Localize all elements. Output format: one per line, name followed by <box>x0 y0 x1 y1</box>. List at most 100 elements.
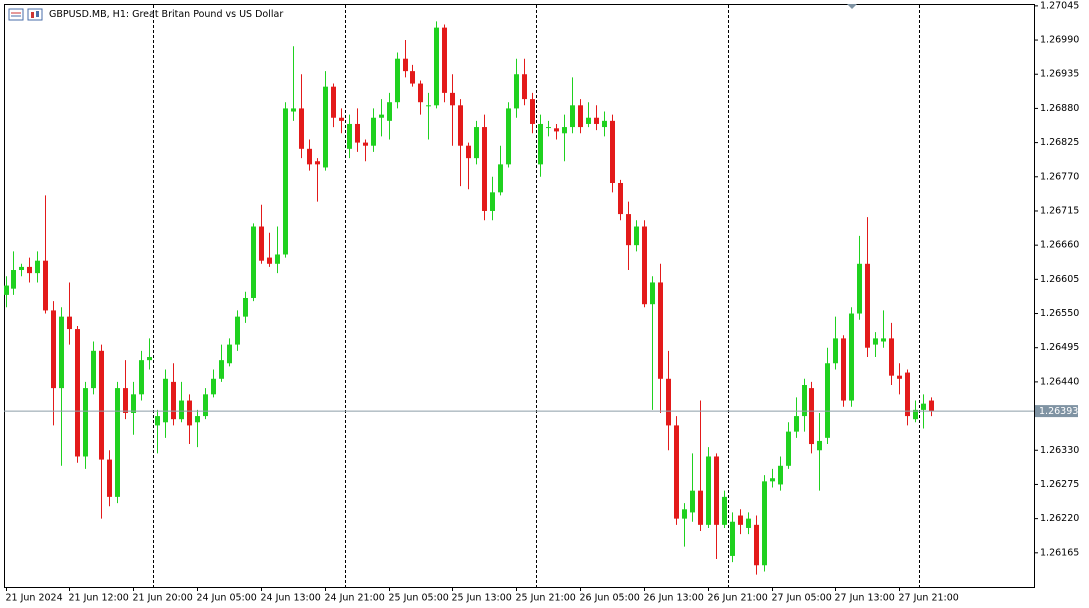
candle-body <box>450 92 455 106</box>
candle-body <box>722 496 727 525</box>
candle-body <box>905 372 910 417</box>
candle-body <box>682 509 687 519</box>
candle-body <box>379 114 384 118</box>
candle-body <box>650 282 655 305</box>
candle-body <box>163 378 168 423</box>
plot-frame <box>4 4 1035 588</box>
candle-body <box>714 456 719 525</box>
current-price-box <box>1035 405 1078 418</box>
candle-body <box>371 117 376 146</box>
x-tick-label: 21 Jun 2024 <box>6 593 63 604</box>
candle-body <box>482 127 487 211</box>
candle-body <box>251 226 256 298</box>
candle-body <box>283 108 288 255</box>
candle-body <box>530 99 535 124</box>
candle-body <box>331 86 336 118</box>
candle-body <box>195 416 200 423</box>
candle-body <box>115 388 120 497</box>
candle-body <box>171 381 176 420</box>
candle-body <box>522 74 527 100</box>
y-tick-label: 1.26990 <box>1040 35 1079 46</box>
candle-body <box>849 313 854 401</box>
candle-body <box>514 74 519 109</box>
candle-body <box>43 260 48 311</box>
x-tick-label: 27 Jun 13:00 <box>835 593 895 604</box>
candle-body <box>554 128 559 132</box>
x-tick-label: 27 Jun 05:00 <box>772 593 832 604</box>
candle-body <box>474 127 479 159</box>
candle-body <box>778 465 783 485</box>
x-tick-label: 26 Jun 13:00 <box>644 593 704 604</box>
candle-body <box>355 123 360 143</box>
candle-body <box>187 400 192 426</box>
candle-body <box>11 270 16 289</box>
icon-window <box>8 8 24 21</box>
current-price-label: 1.26393 <box>1039 406 1078 417</box>
candle-body <box>307 148 312 165</box>
candle-body <box>131 394 136 413</box>
x-tick-label: 24 Jun 13:00 <box>261 593 321 604</box>
candle-body <box>802 385 807 417</box>
candle-body <box>403 58 408 72</box>
candle-body <box>762 481 767 566</box>
candle-body <box>363 142 368 146</box>
candle-body <box>674 425 679 519</box>
candle-body <box>426 105 431 107</box>
y-tick-label: 1.26165 <box>1040 547 1079 558</box>
x-tick-label: 26 Jun 05:00 <box>580 593 640 604</box>
candle-body <box>786 431 791 466</box>
candle-body <box>434 27 439 106</box>
candle-body <box>666 378 671 426</box>
candle-body <box>841 338 846 401</box>
candle-body <box>794 416 799 432</box>
candle-body <box>570 105 575 128</box>
candle-body <box>243 297 248 317</box>
candle-body <box>929 400 934 412</box>
y-tick-label: 1.26495 <box>1040 342 1079 353</box>
candle-body <box>642 226 647 305</box>
candle-body <box>418 83 423 103</box>
y-tick-label: 1.26825 <box>1040 137 1079 148</box>
candle-body <box>67 316 72 330</box>
x-tick-label: 24 Jun 05:00 <box>197 593 257 604</box>
candle-body <box>730 521 735 556</box>
candle-body <box>323 86 328 168</box>
candle-body <box>147 357 152 361</box>
chart-icon <box>8 8 43 21</box>
candle-body <box>59 316 64 389</box>
candle-body <box>458 105 463 146</box>
x-tick-label: 25 Jun 21:00 <box>516 593 576 604</box>
candle-body <box>315 161 320 165</box>
candle-body <box>466 145 471 159</box>
candle-body <box>139 360 144 395</box>
candle-body <box>921 403 926 410</box>
candle-body <box>809 388 814 445</box>
candle-body <box>634 226 639 246</box>
y-tick-label: 1.26715 <box>1040 205 1079 216</box>
y-tick-label: 1.26440 <box>1040 376 1079 387</box>
candle-body <box>275 254 280 264</box>
candle-body <box>339 117 344 121</box>
candle-body <box>155 416 160 426</box>
candle-body <box>562 127 567 134</box>
candle-body <box>299 108 304 149</box>
candle-body <box>35 260 40 274</box>
y-tick-label: 1.26330 <box>1040 445 1079 456</box>
candle-body <box>395 58 400 103</box>
candle-body <box>594 117 599 124</box>
x-tick-label: 26 Jun 21:00 <box>708 593 768 604</box>
candle-body <box>83 388 88 457</box>
y-tick-label: 1.26550 <box>1040 308 1079 319</box>
candle-body <box>410 71 415 84</box>
candle-body <box>913 409 918 420</box>
candle-body <box>91 350 96 389</box>
candle-body <box>259 226 264 261</box>
candle-body <box>873 338 878 345</box>
candle-body <box>578 105 583 128</box>
candle-body <box>889 338 894 376</box>
candle-body <box>690 490 695 513</box>
y-tick-label: 1.26935 <box>1040 69 1079 80</box>
candle-body <box>490 192 495 211</box>
